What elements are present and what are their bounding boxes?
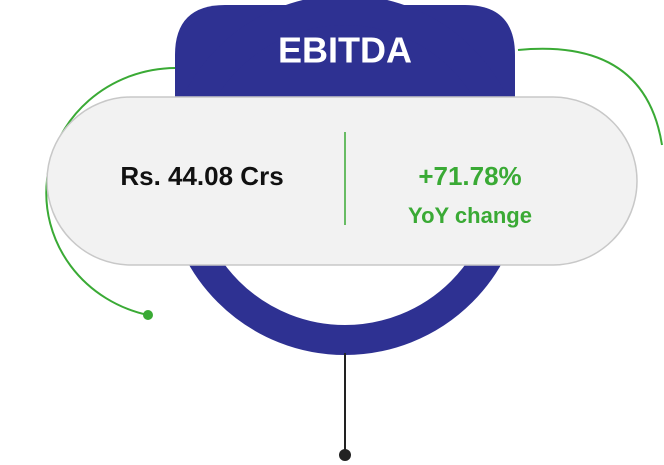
right-arc [517, 47, 663, 146]
title: EBITDA [278, 30, 412, 71]
value: Rs. 44.08 Crs [120, 161, 283, 191]
change: +71.78% [418, 161, 521, 191]
connector-dot [339, 449, 351, 461]
pill [46, 96, 638, 266]
change-label: YoY change [408, 203, 532, 228]
left-arc-dot [143, 310, 153, 320]
